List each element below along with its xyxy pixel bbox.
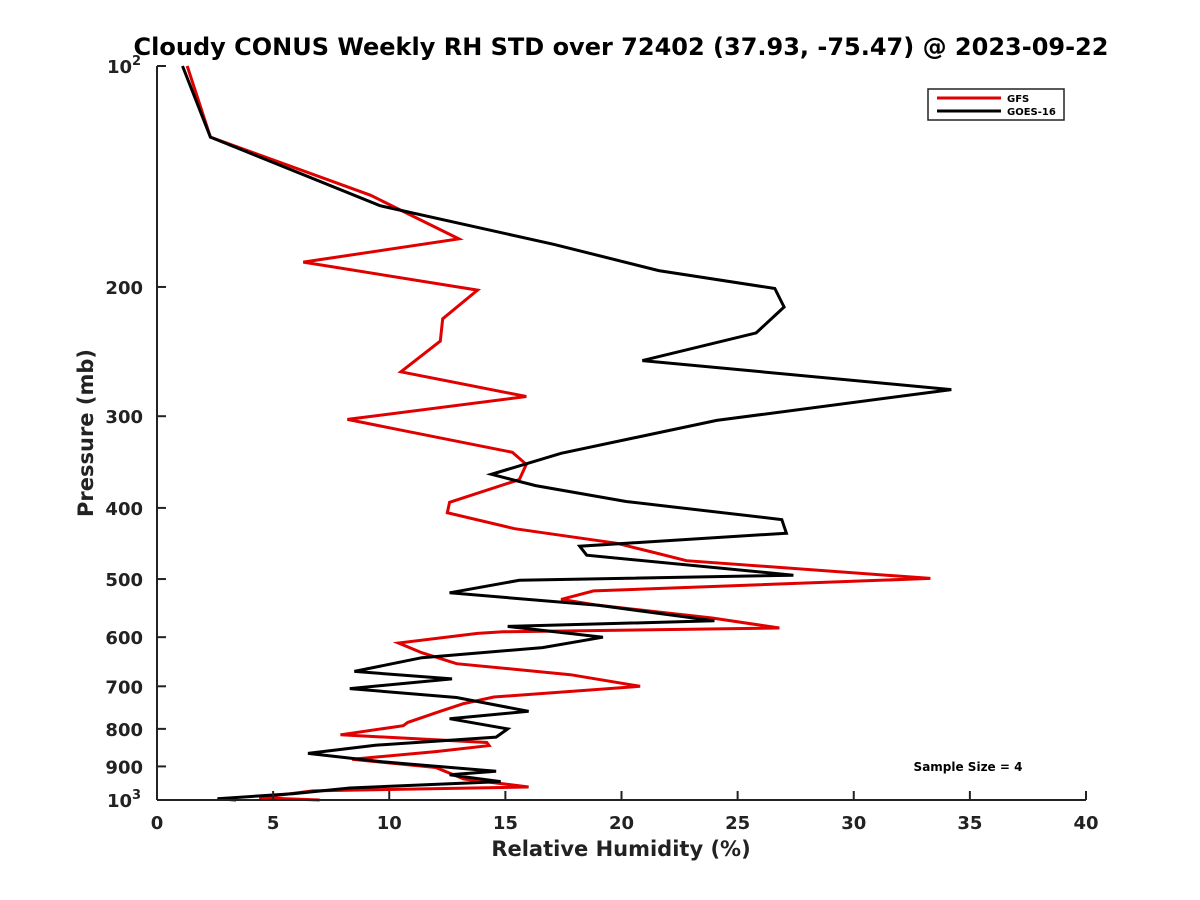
legend-box xyxy=(927,88,1065,121)
y-tick-label-exponent: 3 xyxy=(132,788,141,803)
y-tick-label-base: 10 xyxy=(107,791,132,812)
y-tick-label-power: 10 3 xyxy=(107,788,141,812)
y-tick-label: 400 xyxy=(105,499,143,520)
y-tick-label: 300 xyxy=(105,407,143,428)
y-tick-label-power: 10 2 xyxy=(107,54,141,78)
x-tick-label: 40 xyxy=(1073,813,1098,834)
legend: GFS GOES-16 xyxy=(927,88,1065,121)
series-line-goes-16 xyxy=(181,65,952,802)
series-line-gfs xyxy=(185,65,931,802)
x-tick-label: 5 xyxy=(267,813,280,834)
legend-label: GFS xyxy=(1007,94,1029,105)
y-tick-label: 500 xyxy=(105,570,143,591)
series-layer xyxy=(181,65,952,802)
x-tick-label: 20 xyxy=(609,813,634,834)
x-tick-label: 25 xyxy=(725,813,750,834)
x-tick-label: 30 xyxy=(841,813,866,834)
x-tick-label: 10 xyxy=(377,813,402,834)
y-tick-label-exponent: 2 xyxy=(132,54,141,69)
y-tick-label: 900 xyxy=(105,757,143,778)
y-axis-label: Pressure (mb) xyxy=(74,349,98,517)
y-tick-label-base: 10 xyxy=(107,57,132,78)
y-tick-label: 800 xyxy=(105,720,143,741)
chart-title: Cloudy CONUS Weekly RH STD over 72402 (3… xyxy=(134,33,1109,61)
x-tick-label: 15 xyxy=(493,813,518,834)
y-tick-label: 600 xyxy=(105,628,143,649)
x-axis-label: Relative Humidity (%) xyxy=(491,837,750,861)
legend-label: GOES-16 xyxy=(1007,107,1056,118)
x-tick-label: 0 xyxy=(151,813,164,834)
y-tick-label: 700 xyxy=(105,677,143,698)
y-tick-label: 200 xyxy=(105,278,143,299)
sample-size-annotation: Sample Size = 4 xyxy=(914,760,1023,774)
x-tick-label: 35 xyxy=(957,813,982,834)
